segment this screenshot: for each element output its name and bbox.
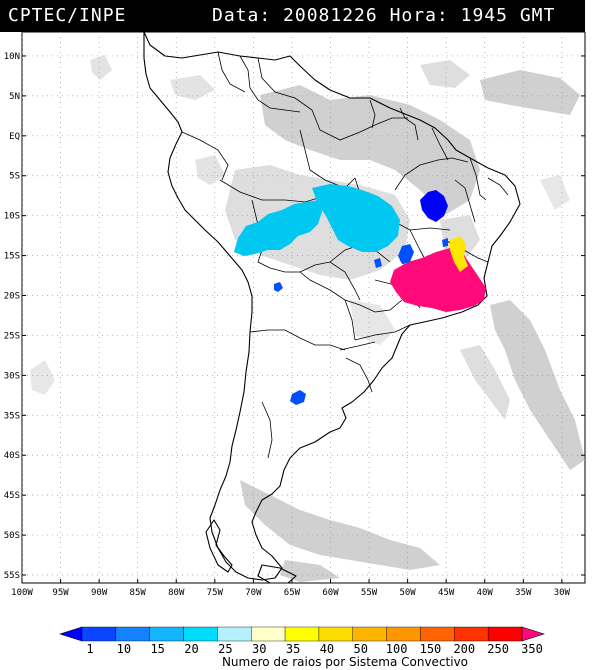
- legend-swatch: [115, 626, 150, 642]
- legend-value-label: 20: [184, 642, 198, 656]
- legend-value-labels: 1 10 15 20 25 30 35 40 50 100 150 200 250 350: [86, 642, 542, 656]
- legend-swatch: [454, 626, 489, 642]
- system-minas-yellow: [450, 236, 468, 272]
- chile-islands: [205, 519, 233, 573]
- system-amazon-west: [234, 200, 322, 256]
- legend-swatch: [420, 626, 455, 642]
- legend-value-label: 40: [320, 642, 334, 656]
- legend-swatch: [386, 626, 421, 642]
- legend-colorbar: [59, 626, 545, 642]
- legend-value-label: 100: [386, 642, 408, 656]
- longitude-labels: 100W 95W 90W 85W 80W 75W 70W 65W 60W 55W 50W 45W 40W…: [11, 588, 570, 598]
- lat-label: 35S: [4, 411, 20, 421]
- lat-label: 5N: [9, 92, 20, 102]
- legend-value-label: 10: [117, 642, 131, 656]
- legend-swatch: [81, 626, 117, 642]
- legend-value-label: 50: [354, 642, 368, 656]
- legend-value-label: 350: [521, 642, 543, 656]
- axis-ticks: [21, 55, 585, 583]
- legend-arrow-right: [521, 626, 545, 642]
- lat-label: 5S: [9, 172, 20, 182]
- lat-label: 20S: [4, 292, 20, 302]
- lon-label: 85W: [130, 588, 147, 598]
- legend-swatch: [318, 626, 353, 642]
- lon-label: 75W: [207, 588, 224, 598]
- system-argentina-blob: [290, 390, 306, 405]
- legend-value-label: 1: [86, 642, 93, 656]
- legend-value-label: 250: [487, 642, 509, 656]
- lon-label: 40W: [477, 588, 494, 598]
- coastline: [143, 32, 521, 581]
- lon-label: 35W: [515, 588, 532, 598]
- lon-label: 55W: [361, 588, 378, 598]
- system-amazon-east: [312, 184, 400, 252]
- lon-label: 95W: [52, 588, 69, 598]
- lightning-map: 10N5NEQ5S10S15S20S25S30S35S40S45S50S55S …: [4, 32, 586, 598]
- lon-label: 50W: [399, 588, 416, 598]
- legend-value-label: 25: [218, 642, 232, 656]
- legend-swatch: [352, 626, 387, 642]
- legend: 1 10 15 20 25 30 35 40 50 100 150 200 250 350 Numero …: [59, 626, 545, 669]
- lat-label: EQ: [9, 132, 20, 142]
- lat-label: 25S: [4, 331, 20, 341]
- south-america-outline: [143, 32, 521, 583]
- data-label: Data:: [212, 5, 272, 26]
- system-small-blue-2: [442, 238, 448, 247]
- lon-label: 30W: [554, 588, 571, 598]
- lat-label: 10N: [4, 52, 20, 62]
- graticule: [22, 32, 585, 583]
- lon-label: 90W: [91, 588, 108, 598]
- timezone-label: GMT: [519, 5, 556, 26]
- legend-arrow-left: [59, 626, 83, 642]
- lat-label: 30S: [4, 371, 20, 381]
- institution-label: CPTEC/INPE: [8, 5, 127, 26]
- lon-label: 60W: [322, 588, 339, 598]
- datetime-label: Data: 20081226 Hora: 1945 GMT: [212, 5, 555, 26]
- lon-label: 100W: [11, 588, 33, 598]
- legend-value-label: 15: [150, 642, 164, 656]
- lon-label: 65W: [284, 588, 301, 598]
- tierra-del-fuego: [257, 564, 297, 583]
- hora-label: Hora:: [389, 5, 449, 26]
- legend-swatch: [251, 626, 286, 642]
- legend-value-label: 30: [252, 642, 266, 656]
- system-bahia-north: [420, 190, 448, 222]
- lat-label: 15S: [4, 252, 20, 262]
- legend-title: Numero de raios por Sistema Convectivo: [222, 655, 468, 669]
- legend-value-label: 150: [420, 642, 442, 656]
- lat-label: 45S: [4, 491, 20, 501]
- legend-value-label: 35: [286, 642, 300, 656]
- time-value: 1945: [460, 5, 508, 26]
- lon-label: 80W: [168, 588, 185, 598]
- lon-label: 70W: [245, 588, 262, 598]
- lat-label: 10S: [4, 212, 20, 222]
- legend-swatch: [284, 626, 320, 642]
- lon-label: 45W: [438, 588, 455, 598]
- system-bolivia-dot: [274, 282, 283, 292]
- legend-swatch: [149, 626, 184, 642]
- lat-label: 40S: [4, 451, 20, 461]
- system-small-blue-1: [374, 258, 382, 268]
- lat-label: 50S: [4, 531, 20, 541]
- date-value: 20081226: [283, 5, 378, 26]
- lat-label: 55S: [4, 571, 20, 581]
- legend-swatch: [217, 626, 252, 642]
- legend-swatch: [487, 626, 523, 642]
- convective-systems: [234, 184, 486, 405]
- latitude-labels: 10N 5N EQ 5S 10S 15S 20S 25S 30S 35S 40S 45S 50S 55S: [4, 52, 20, 581]
- legend-swatch: [183, 626, 218, 642]
- legend-value-label: 200: [453, 642, 475, 656]
- header-bar: CPTEC/INPE Data: 20081226 Hora: 1945 GMT: [0, 0, 585, 32]
- system-goias-blue: [398, 244, 414, 264]
